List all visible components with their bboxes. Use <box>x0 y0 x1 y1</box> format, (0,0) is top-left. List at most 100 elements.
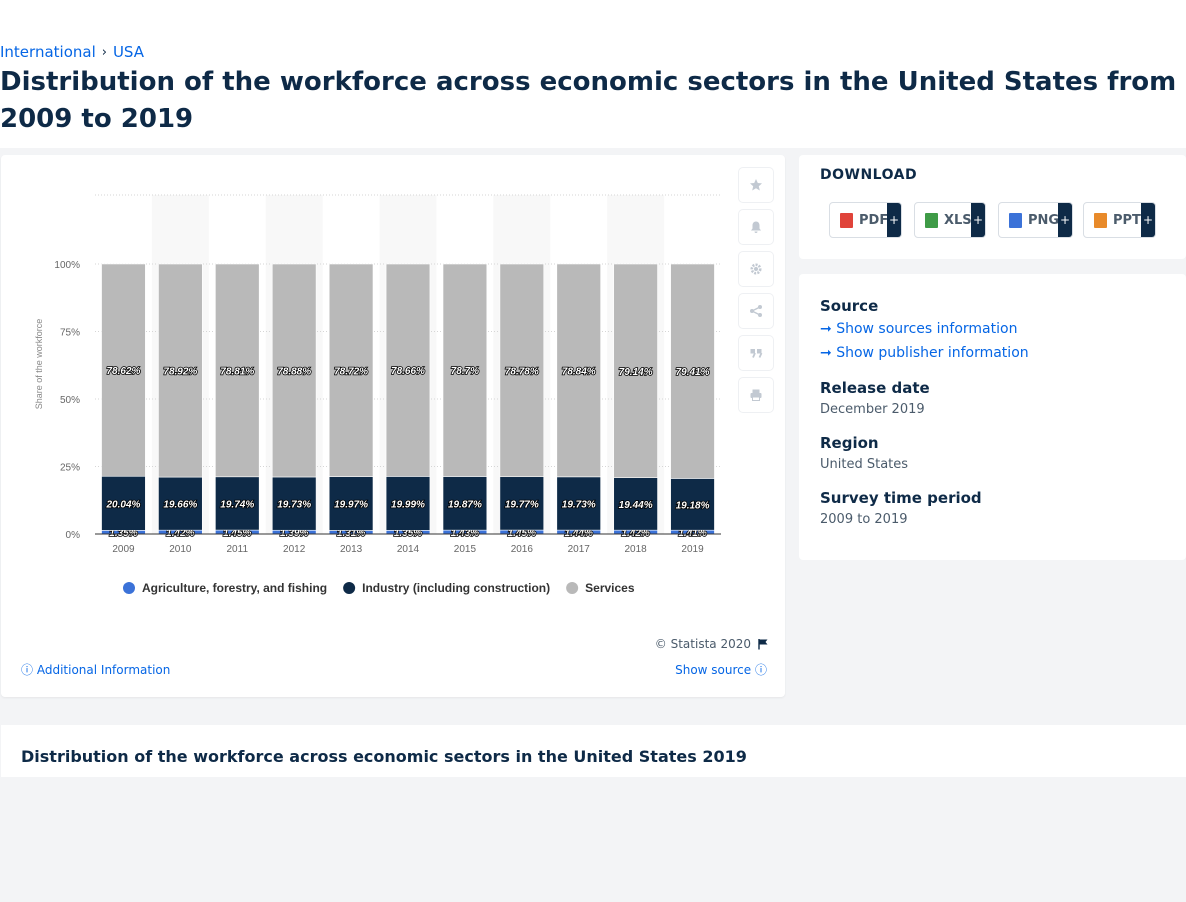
data-label: 79.41% <box>676 367 710 378</box>
legend-marker <box>123 582 135 594</box>
arrow-right-icon: ➞ <box>820 321 832 337</box>
source-card: Source ➞ Show sources information ➞ Show… <box>799 274 1186 560</box>
data-label: 19.87% <box>448 499 482 510</box>
data-label: 19.74% <box>220 499 254 510</box>
bell-icon <box>749 220 763 234</box>
data-label: 78.84% <box>562 366 596 377</box>
settings-button[interactable] <box>739 252 773 286</box>
related-statistic-card: Distribution of the workforce across eco… <box>1 725 1186 777</box>
show-source-link[interactable]: Show source ⓘ <box>675 661 767 678</box>
data-label: 78.62% <box>106 366 140 377</box>
release-date-heading: Release date <box>820 379 930 397</box>
ppt-file-icon <box>1094 213 1107 228</box>
info-icon: ⓘ <box>755 663 767 677</box>
legend-marker <box>566 582 578 594</box>
flag-icon[interactable] <box>757 638 769 650</box>
x-tick-label: 2014 <box>397 544 420 555</box>
release-date-value: December 2019 <box>820 402 925 417</box>
data-label: 78.7% <box>451 366 479 377</box>
png-file-icon <box>1009 213 1022 228</box>
data-label: 19.97% <box>334 500 368 511</box>
xls-file-icon <box>925 213 938 228</box>
png-plus-icon[interactable]: + <box>1058 203 1072 237</box>
download-xls-button[interactable]: XLS + <box>914 202 986 238</box>
data-label: 20.04% <box>105 499 140 510</box>
data-label: 19.44% <box>619 500 653 511</box>
show-publisher-link[interactable]: ➞ Show publisher information <box>820 345 1029 361</box>
download-pdf-label: PDF <box>859 213 888 228</box>
related-statistic-title[interactable]: Distribution of the workforce across eco… <box>21 747 747 766</box>
info-icon: ⓘ <box>21 663 33 677</box>
x-tick-label: 2010 <box>169 544 192 555</box>
legend-label: Industry (including construction) <box>362 581 550 595</box>
xls-plus-icon[interactable]: + <box>971 203 985 237</box>
ppt-plus-icon[interactable]: + <box>1141 203 1155 237</box>
data-label: 78.88% <box>277 366 311 377</box>
data-label: 78.72% <box>334 366 368 377</box>
data-label: 19.99% <box>391 499 425 510</box>
breadcrumb-item-usa[interactable]: USA <box>113 43 144 61</box>
show-sources-link[interactable]: ➞ Show sources information <box>820 321 1017 337</box>
download-card: DOWNLOAD PDF + XLS + PNG + PPT + <box>799 155 1186 259</box>
show-source-label: Show source <box>675 663 751 677</box>
x-tick-label: 2012 <box>283 544 306 555</box>
quote-icon <box>749 346 763 360</box>
y-tick-label: 0% <box>66 530 81 541</box>
share-button[interactable] <box>739 294 773 328</box>
share-icon <box>749 304 763 318</box>
arrow-right-icon: ➞ <box>820 345 832 361</box>
download-png-label: PNG <box>1028 213 1059 228</box>
notification-button[interactable] <box>739 210 773 244</box>
chart-card: 0% 25% 50% 75% 100% Share of the workforce 1.3… <box>1 155 785 697</box>
additional-information-link[interactable]: ⓘ Additional Information <box>21 661 170 678</box>
x-tick-label: 2013 <box>340 544 363 555</box>
download-png-button[interactable]: PNG + <box>998 202 1073 238</box>
pdf-plus-icon[interactable]: + <box>887 203 901 237</box>
legend-marker <box>343 582 355 594</box>
x-tick-label: 2009 <box>112 544 135 555</box>
copyright-text: © Statista 2020 <box>655 637 751 651</box>
data-label: 78.92% <box>163 367 197 378</box>
y-axis-label: Share of the workforce <box>34 319 44 410</box>
data-label: 19.73% <box>562 499 596 510</box>
print-button[interactable] <box>739 378 773 412</box>
legend-label: Services <box>585 581 635 595</box>
region-value: United States <box>820 457 908 472</box>
breadcrumb-separator: › <box>102 45 107 60</box>
favorite-button[interactable] <box>739 168 773 202</box>
download-ppt-label: PPT <box>1113 213 1141 228</box>
copyright: © Statista 2020 <box>655 637 769 651</box>
download-xls-label: XLS <box>944 213 972 228</box>
print-icon <box>749 388 763 402</box>
download-title: DOWNLOAD <box>820 167 917 183</box>
source-heading: Source <box>820 297 878 315</box>
y-tick-label: 75% <box>60 328 80 339</box>
data-label: 19.66% <box>163 500 197 511</box>
region-heading: Region <box>820 434 879 452</box>
data-label: 78.78% <box>505 366 539 377</box>
survey-period-heading: Survey time period <box>820 489 982 507</box>
data-label: 79.14% <box>619 367 653 378</box>
download-ppt-button[interactable]: PPT + <box>1083 202 1156 238</box>
survey-period-value: 2009 to 2019 <box>820 512 907 527</box>
page-title: Distribution of the workforce across eco… <box>0 64 1180 138</box>
data-label: 19.73% <box>277 500 311 511</box>
download-pdf-button[interactable]: PDF + <box>829 202 902 238</box>
data-label: 19.77% <box>505 499 539 510</box>
gear-icon <box>749 262 763 276</box>
stacked-bar-chart: 0%25%50%75%100%Share of the workforce1.3… <box>1 155 785 697</box>
cite-button[interactable] <box>739 336 773 370</box>
x-tick-label: 2016 <box>511 544 534 555</box>
x-tick-label: 2018 <box>625 544 648 555</box>
show-publisher-label: Show publisher information <box>836 345 1028 361</box>
breadcrumb: International › USA <box>0 43 144 61</box>
y-tick-label: 50% <box>60 395 80 406</box>
breadcrumb-item-international[interactable]: International <box>0 43 96 61</box>
x-tick-label: 2019 <box>681 544 704 555</box>
x-tick-label: 2015 <box>454 544 477 555</box>
x-tick-label: 2017 <box>568 544 591 555</box>
y-tick-label: 25% <box>60 463 80 474</box>
data-label: 78.81% <box>220 366 254 377</box>
additional-information-label: Additional Information <box>37 663 171 677</box>
show-sources-label: Show sources information <box>836 321 1017 337</box>
